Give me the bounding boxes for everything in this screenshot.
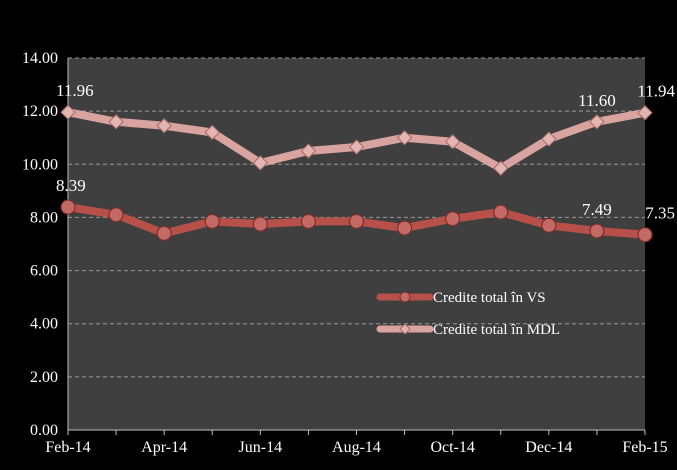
y-tick-label: 10.00 <box>22 156 58 173</box>
data-point <box>108 207 124 223</box>
legend-marker <box>399 291 411 303</box>
data-point <box>541 217 557 233</box>
legend-label: Credite total în MDL <box>433 322 560 338</box>
data-point <box>348 213 365 230</box>
data-point <box>204 213 220 230</box>
x-tick-label: Feb-15 <box>622 439 667 456</box>
x-tick-label: Jun-14 <box>239 439 283 456</box>
data-point <box>444 133 461 150</box>
y-tick-label: 12.00 <box>22 103 58 120</box>
series-vs <box>60 199 653 243</box>
data-point <box>252 155 269 171</box>
data-point <box>541 131 557 147</box>
data-label: 8.39 <box>56 176 86 195</box>
legend-label: Credite total în VS <box>433 290 546 306</box>
data-point <box>156 225 172 241</box>
data-point <box>396 130 413 146</box>
y-tick-label: 8.00 <box>30 209 58 226</box>
data-point <box>60 104 76 120</box>
y-tick-label: 6.00 <box>30 263 58 280</box>
x-tick-label: Feb-14 <box>45 439 90 456</box>
x-tick-label: Dec-14 <box>525 439 572 456</box>
y-tick-label: 14.00 <box>22 50 58 67</box>
data-point <box>156 118 172 134</box>
data-point <box>252 216 268 232</box>
data-point <box>300 213 317 230</box>
legend-item: Credite total în MDL <box>376 322 560 338</box>
data-point <box>493 160 509 176</box>
data-point <box>348 139 365 155</box>
data-point <box>204 124 220 141</box>
data-label: 7.49 <box>582 200 612 219</box>
legend-marker <box>399 323 411 335</box>
data-point <box>108 114 124 130</box>
series-mdl <box>60 104 653 176</box>
data-label: 7.35 <box>645 204 675 223</box>
data-point <box>300 143 317 159</box>
data-label: 11.60 <box>578 91 616 110</box>
axes: 0.00 2.00 4.00 6.00 8.00 10.00 12.00 14.00 Feb-1… <box>22 50 668 456</box>
series-layer <box>60 104 653 243</box>
data-point <box>493 204 509 220</box>
x-tick-label: Aug-14 <box>332 439 381 456</box>
data-point <box>637 227 653 243</box>
legend-item: Credite total în VS <box>376 290 546 306</box>
y-tick-label: 4.00 <box>30 316 58 333</box>
legend: Credite total în VS Credite total în MDL <box>376 290 560 338</box>
data-point <box>396 220 413 236</box>
plot-area <box>68 58 645 430</box>
data-point <box>589 114 605 130</box>
x-tick-label: Apr-14 <box>141 439 187 456</box>
data-label: 11.94 <box>637 82 675 101</box>
y-tick-label: 0.00 <box>30 422 58 439</box>
data-point <box>589 223 605 239</box>
data-label: 11.96 <box>56 81 94 100</box>
y-tick-label: 2.00 <box>30 369 58 386</box>
data-point <box>637 105 653 121</box>
data-labels: 11.96 11.60 11.94 8.39 7.49 7.35 <box>56 81 675 222</box>
x-tick-label: Oct-14 <box>430 439 474 456</box>
data-point <box>445 211 461 227</box>
data-point <box>60 199 76 215</box>
